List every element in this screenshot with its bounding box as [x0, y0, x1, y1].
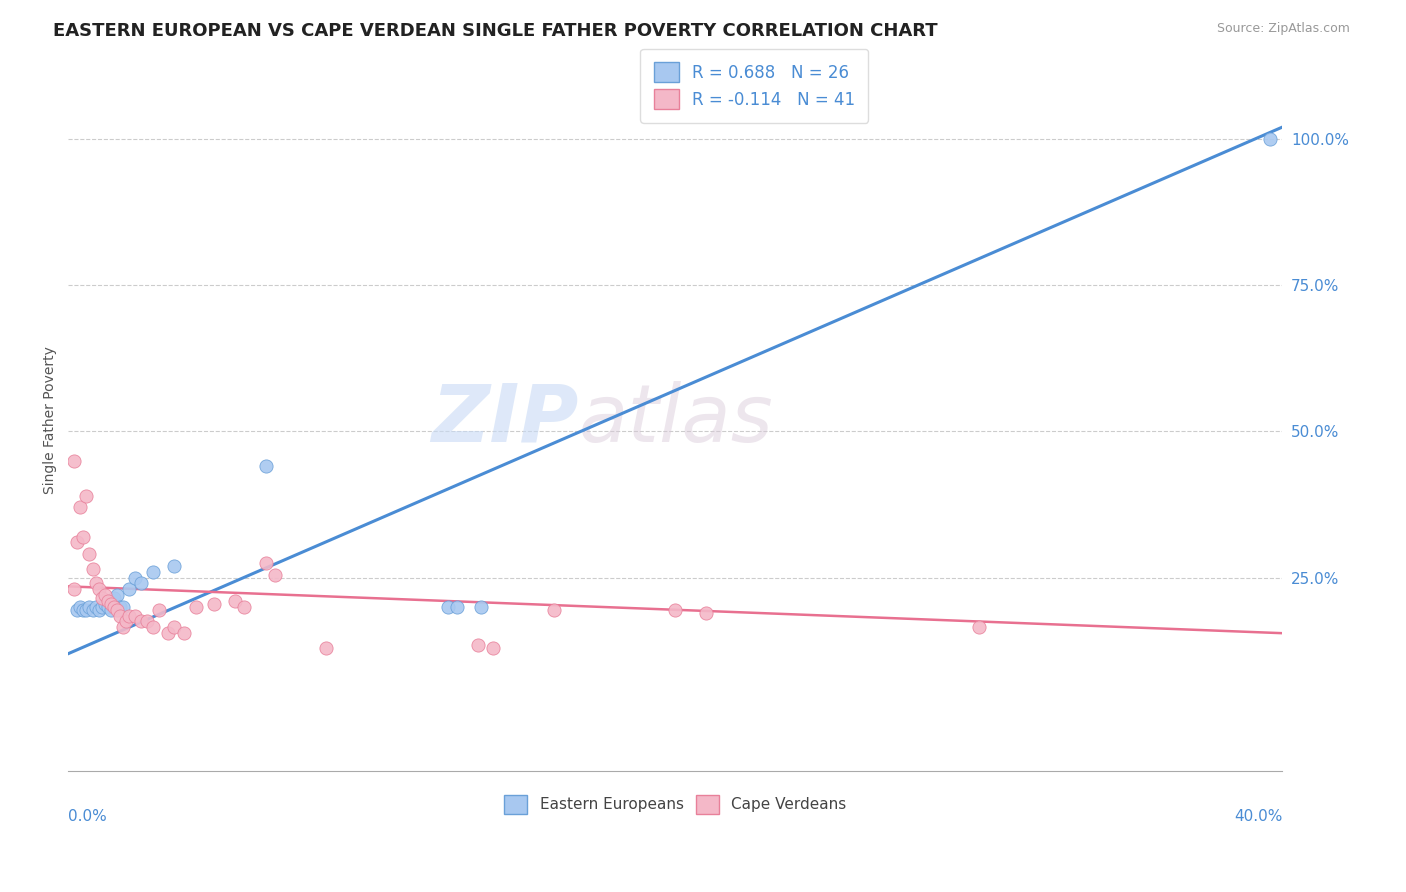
Point: [254, 556, 277, 570]
Point: [93, 588, 115, 602]
Point: [103, 599, 125, 614]
Point: [63, 453, 86, 467]
Point: [100, 603, 122, 617]
Point: [446, 599, 468, 614]
Point: [233, 599, 256, 614]
Point: [108, 599, 131, 614]
Point: [664, 603, 686, 617]
Point: [82, 562, 104, 576]
Point: [129, 615, 152, 629]
Point: [315, 640, 337, 655]
Point: [482, 640, 505, 655]
Point: [136, 615, 159, 629]
Point: [97, 594, 120, 608]
Point: [97, 599, 120, 614]
Point: [1260, 132, 1282, 146]
Point: [66, 535, 89, 549]
Point: [695, 606, 717, 620]
Text: 40.0%: 40.0%: [1234, 809, 1282, 824]
Legend: Eastern Europeans, Cape Verdeans: Eastern Europeans, Cape Verdeans: [495, 786, 855, 822]
Point: [72, 603, 94, 617]
Point: [124, 571, 146, 585]
Point: [90, 591, 112, 605]
Point: [90, 599, 112, 614]
Text: ZIP: ZIP: [430, 381, 578, 458]
Point: [105, 588, 128, 602]
Point: [124, 608, 146, 623]
Point: [84, 599, 107, 614]
Point: [129, 576, 152, 591]
Text: atlas: atlas: [578, 381, 773, 458]
Point: [118, 582, 141, 597]
Point: [69, 599, 91, 614]
Point: [72, 530, 94, 544]
Point: [115, 615, 138, 629]
Point: [79, 599, 101, 614]
Point: [470, 599, 492, 614]
Point: [84, 576, 107, 591]
Point: [79, 547, 101, 561]
Point: [82, 603, 104, 617]
Point: [254, 459, 277, 474]
Point: [87, 603, 110, 617]
Point: [142, 565, 165, 579]
Point: [100, 597, 122, 611]
Point: [111, 620, 134, 634]
Text: EASTERN EUROPEAN VS CAPE VERDEAN SINGLE FATHER POVERTY CORRELATION CHART: EASTERN EUROPEAN VS CAPE VERDEAN SINGLE …: [53, 22, 938, 40]
Point: [87, 582, 110, 597]
Point: [967, 620, 990, 634]
Point: [224, 594, 246, 608]
Point: [108, 608, 131, 623]
Y-axis label: Single Father Poverty: Single Father Poverty: [44, 346, 58, 493]
Point: [93, 597, 115, 611]
Point: [263, 567, 285, 582]
Point: [63, 582, 86, 597]
Point: [163, 558, 186, 573]
Point: [118, 608, 141, 623]
Point: [75, 603, 97, 617]
Point: [111, 599, 134, 614]
Text: 0.0%: 0.0%: [69, 809, 107, 824]
Point: [184, 599, 207, 614]
Point: [173, 626, 195, 640]
Point: [157, 626, 180, 640]
Point: [75, 489, 97, 503]
Point: [436, 599, 458, 614]
Text: Source: ZipAtlas.com: Source: ZipAtlas.com: [1216, 22, 1350, 36]
Point: [103, 591, 125, 605]
Point: [69, 500, 91, 515]
Point: [163, 620, 186, 634]
Point: [202, 597, 225, 611]
Point: [543, 603, 565, 617]
Point: [142, 620, 165, 634]
Point: [467, 638, 489, 652]
Point: [66, 603, 89, 617]
Point: [105, 603, 128, 617]
Point: [148, 603, 170, 617]
